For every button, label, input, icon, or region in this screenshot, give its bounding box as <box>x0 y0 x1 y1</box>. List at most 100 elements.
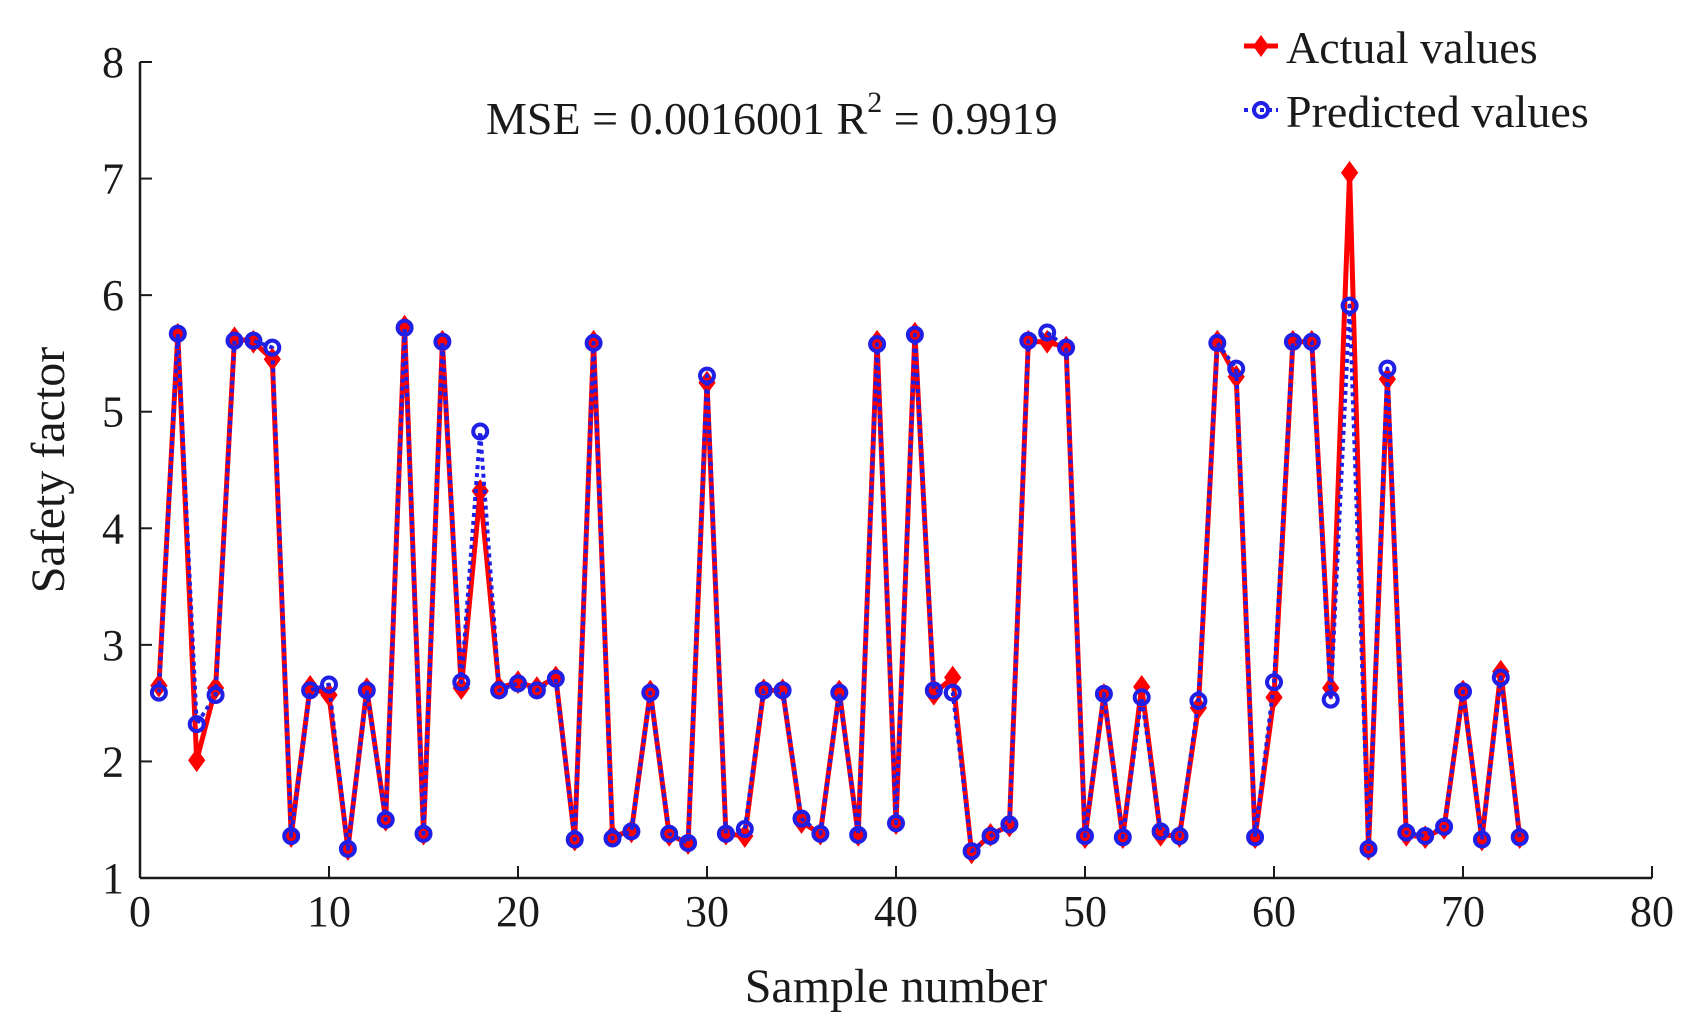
x-axis-title: Sample number <box>745 960 1048 1013</box>
data-point <box>376 810 395 829</box>
data-point <box>301 681 320 700</box>
data-point <box>1076 827 1094 846</box>
y-tick-label: 4 <box>102 504 124 553</box>
data-point <box>433 332 452 351</box>
series-layer <box>149 160 1529 865</box>
series-predicted <box>149 296 1529 861</box>
data-point <box>1435 817 1454 836</box>
data-point <box>584 333 603 352</box>
plot-area <box>138 62 1652 880</box>
data-point <box>924 681 943 700</box>
x-tick-label: 60 <box>1252 887 1296 936</box>
legend: Actual values Predicted values <box>1244 22 1589 137</box>
mse-text: MSE = 0.0016001 R <box>486 93 868 144</box>
data-point <box>546 669 565 688</box>
data-point <box>225 331 244 350</box>
data-point <box>1454 682 1472 701</box>
data-point <box>792 809 811 828</box>
y-tick-label: 5 <box>102 388 124 437</box>
data-point <box>1113 828 1132 847</box>
data-point <box>1189 691 1208 710</box>
data-point <box>1038 323 1057 342</box>
data-point <box>603 829 622 848</box>
y-tick-label: 1 <box>102 854 124 903</box>
data-point <box>1340 160 1359 185</box>
data-point <box>735 820 754 839</box>
data-point <box>622 822 641 841</box>
axis-ticks: 0 10 20 30 40 50 60 70 80 1 2 3 4 5 6 7 8 <box>102 38 1674 936</box>
data-point <box>1019 331 1038 350</box>
x-tick-label: 30 <box>685 887 729 936</box>
data-point <box>641 683 660 702</box>
legend-label: Actual values <box>1286 22 1538 73</box>
data-point <box>1227 359 1246 378</box>
data-point <box>188 748 206 773</box>
data-point <box>244 331 263 350</box>
r2-value-text: = 0.9919 <box>882 93 1057 144</box>
legend-marker <box>1253 35 1269 57</box>
data-point <box>962 842 981 861</box>
data-point <box>1265 673 1283 692</box>
data-point <box>1094 684 1113 703</box>
data-point <box>981 827 1000 846</box>
data-point <box>168 324 187 343</box>
data-point <box>830 683 849 702</box>
y-tick-label: 6 <box>102 271 124 320</box>
data-point <box>206 685 225 704</box>
data-point <box>414 824 433 843</box>
x-tick-label: 0 <box>129 887 151 936</box>
data-point <box>1000 815 1019 834</box>
data-point <box>1472 830 1491 849</box>
data-point <box>1491 668 1510 687</box>
data-point <box>1170 827 1189 846</box>
data-point <box>282 827 301 846</box>
y-tick-label: 8 <box>102 38 124 87</box>
data-point <box>320 675 338 694</box>
data-point <box>943 683 962 702</box>
data-point <box>1416 827 1435 846</box>
data-point <box>849 825 868 844</box>
legend-label: Predicted values <box>1286 86 1589 137</box>
data-point <box>1397 823 1416 842</box>
data-point <box>490 681 509 700</box>
data-point <box>1283 332 1302 351</box>
series-line <box>156 170 1523 855</box>
data-point <box>1510 828 1529 847</box>
x-tick-label: 70 <box>1441 887 1485 936</box>
y-axis-title: Safety factor <box>22 347 75 594</box>
data-point <box>1246 828 1265 847</box>
data-point <box>1132 688 1151 707</box>
x-tick-label: 80 <box>1630 887 1674 936</box>
y-tick-label: 7 <box>102 155 124 204</box>
data-point <box>944 665 962 690</box>
data-point <box>660 824 679 843</box>
legend-marker <box>1252 101 1270 119</box>
data-point <box>1378 359 1397 378</box>
data-point <box>395 318 414 337</box>
legend-item: Predicted values <box>1244 86 1589 137</box>
data-point <box>1208 333 1227 352</box>
y-tick-label: 3 <box>102 621 124 670</box>
data-point <box>1359 839 1378 858</box>
mse-r2-annotation: MSE = 0.0016001 R2 = 0.9919 <box>486 86 1058 144</box>
data-point <box>698 366 716 385</box>
data-point <box>868 335 887 354</box>
data-point <box>263 338 282 357</box>
legend-item: Actual values <box>1244 22 1538 73</box>
data-point <box>471 422 490 441</box>
data-point <box>357 681 376 700</box>
data-point <box>452 673 471 692</box>
data-point <box>887 814 905 833</box>
data-point <box>509 674 527 693</box>
data-point <box>527 681 546 700</box>
data-point <box>811 824 830 843</box>
x-tick-label: 50 <box>1063 887 1107 936</box>
data-point <box>1340 296 1359 315</box>
data-point <box>1057 338 1076 357</box>
r2-superscript: 2 <box>867 86 882 119</box>
data-point <box>773 681 792 700</box>
data-point <box>149 683 168 702</box>
series-line <box>156 303 1522 854</box>
x-tick-label: 10 <box>307 887 351 936</box>
